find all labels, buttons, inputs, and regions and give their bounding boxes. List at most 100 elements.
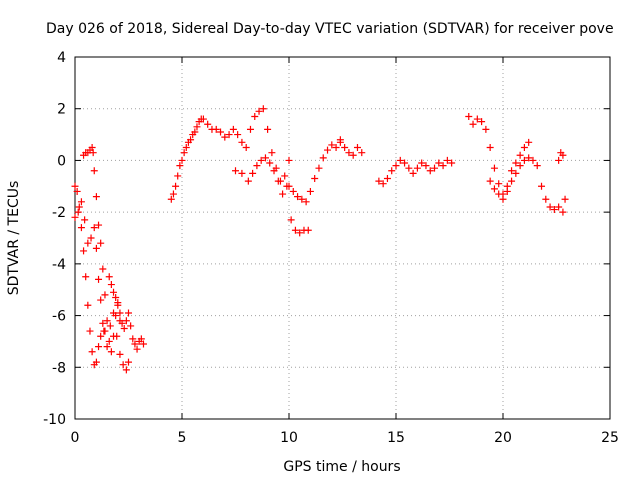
data-point [77, 224, 85, 232]
data-point [75, 203, 83, 211]
plot-frame [74, 56, 611, 420]
data-point [516, 162, 524, 170]
data-point [311, 175, 319, 183]
y-tick-label: 2 [57, 102, 66, 118]
data-points [71, 105, 569, 374]
data-point [379, 180, 387, 188]
data-point [71, 182, 79, 190]
data-point [281, 172, 289, 180]
data-point [88, 348, 96, 356]
data-point [244, 177, 252, 185]
data-point [131, 340, 139, 348]
data-point [246, 125, 254, 133]
data-point [253, 162, 261, 170]
data-point [486, 177, 494, 185]
data-point [383, 175, 391, 183]
data-point [533, 162, 541, 170]
data-point [105, 273, 113, 281]
series-H [285, 136, 344, 206]
data-point [550, 206, 558, 214]
data-point [232, 167, 239, 175]
data-point [116, 309, 124, 317]
data-point [129, 335, 137, 343]
series-F [232, 154, 312, 237]
x-tick-label: 25 [601, 430, 619, 446]
data-point [516, 151, 524, 159]
y-tick-label: -8 [52, 360, 66, 376]
data-point [221, 133, 229, 141]
data-point [520, 144, 528, 151]
data-point [225, 131, 233, 139]
data-point [289, 187, 297, 195]
data-point [119, 361, 127, 369]
data-point [306, 187, 314, 195]
data-point [97, 239, 105, 247]
data-point [482, 125, 490, 133]
data-point [490, 185, 498, 193]
data-point [473, 115, 481, 123]
data-point [555, 156, 563, 164]
data-point [80, 247, 88, 255]
data-point [95, 343, 103, 351]
data-point [120, 325, 128, 332]
data-point [249, 169, 257, 177]
data-point [296, 229, 304, 237]
data-point [490, 164, 498, 172]
data-point [182, 144, 190, 151]
data-point [495, 190, 503, 198]
data-point [107, 281, 115, 289]
data-point [103, 343, 111, 351]
data-point [435, 159, 443, 167]
data-point [87, 234, 95, 242]
data-point [73, 187, 81, 195]
data-point [396, 156, 404, 164]
data-point [167, 195, 175, 203]
data-point [508, 177, 516, 185]
data-point [291, 226, 299, 234]
data-point [529, 156, 537, 164]
data-point [90, 224, 98, 232]
data-point [405, 164, 413, 172]
y-tick-label: -10 [43, 412, 66, 428]
data-point [388, 167, 396, 175]
data-point [174, 172, 182, 180]
data-point [413, 164, 421, 172]
data-point [525, 138, 533, 146]
data-point [375, 177, 383, 185]
data-point [77, 198, 85, 206]
data-point [324, 146, 332, 154]
data-point [332, 144, 340, 151]
data-point [559, 208, 567, 216]
data-point [101, 291, 109, 299]
data-point [199, 115, 207, 123]
data-point [127, 322, 135, 330]
data-point [107, 348, 115, 356]
data-point [257, 156, 265, 164]
data-point [97, 296, 105, 304]
data-point [486, 144, 494, 151]
data-point [448, 159, 456, 167]
data-point [112, 293, 120, 301]
data-point [546, 203, 554, 211]
y-tick-label: 4 [57, 50, 66, 66]
data-point [90, 167, 98, 175]
data-point [234, 131, 242, 139]
data-point [74, 208, 82, 216]
series-E [167, 115, 250, 203]
data-point [125, 358, 132, 366]
data-point [508, 167, 516, 175]
data-point [137, 335, 145, 343]
data-point [193, 123, 201, 131]
data-point [251, 112, 259, 120]
data-point [92, 358, 100, 366]
data-point [112, 312, 120, 320]
data-point [110, 288, 118, 296]
data-point [110, 332, 118, 340]
x-tick-label: 0 [71, 430, 80, 446]
data-point [97, 332, 105, 340]
y-axis-label: SDTVAR / TECUs [6, 181, 22, 296]
data-point [169, 190, 177, 198]
data-point [191, 128, 199, 136]
data-point [99, 319, 107, 327]
data-point [499, 195, 507, 203]
